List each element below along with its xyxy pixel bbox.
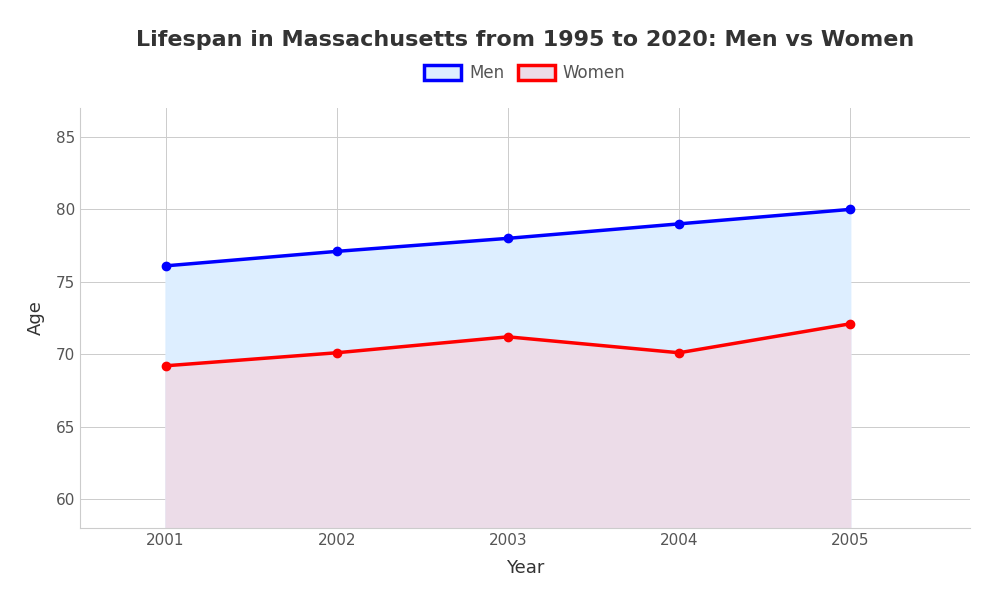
Y-axis label: Age: Age: [27, 301, 45, 335]
Title: Lifespan in Massachusetts from 1995 to 2020: Men vs Women: Lifespan in Massachusetts from 1995 to 2…: [136, 29, 914, 49]
X-axis label: Year: Year: [506, 559, 544, 577]
Legend: Men, Women: Men, Women: [418, 58, 632, 89]
